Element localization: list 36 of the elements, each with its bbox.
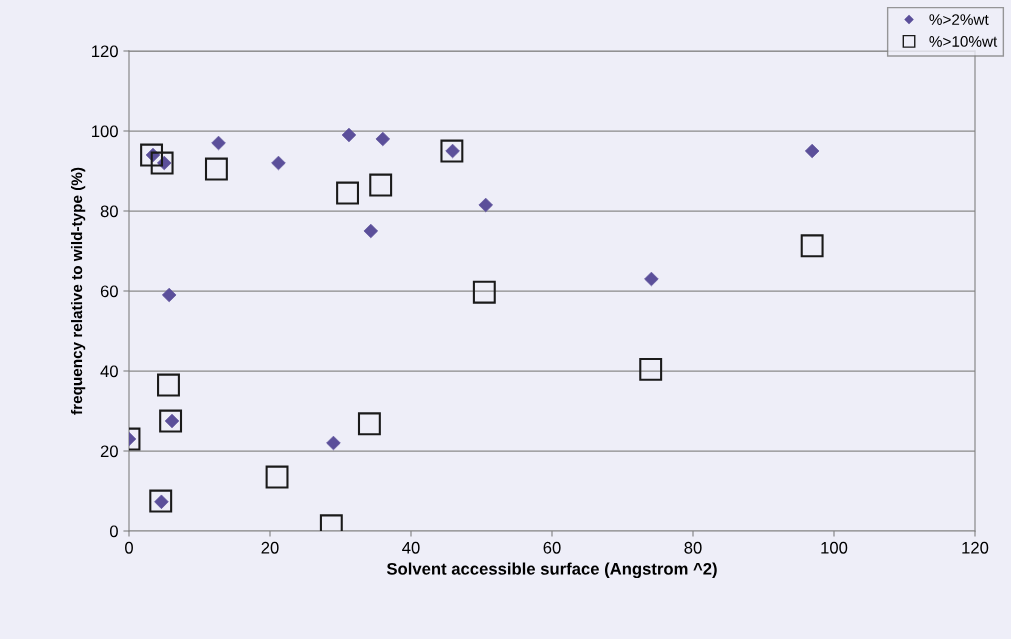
- point: [204, 157, 228, 181]
- x-tick-label: 120: [962, 541, 989, 554]
- point: [326, 435, 341, 451]
- point: [639, 357, 663, 381]
- point: [161, 287, 177, 303]
- point: [375, 131, 391, 147]
- x-tick-label: 80: [684, 541, 702, 554]
- x-tick-label: 100: [821, 541, 848, 554]
- point: [336, 181, 360, 205]
- x-tick-label: 0: [125, 541, 133, 554]
- y-tick-label: 120: [92, 45, 118, 58]
- point: [369, 173, 393, 197]
- legend-label: %>2%wt: [929, 14, 989, 25]
- point: [265, 465, 289, 489]
- point: [150, 151, 174, 175]
- point: [140, 143, 164, 167]
- x-tick-label: 40: [402, 541, 420, 554]
- y-tick-label: 40: [100, 365, 118, 378]
- point: [472, 280, 496, 304]
- y-axis-title: frequency relative to wild-type (%): [70, 167, 86, 415]
- y-tick-label: 60: [100, 285, 118, 298]
- x-tick-label: 60: [543, 541, 561, 554]
- point: [157, 373, 180, 397]
- y-tick-label: 100: [92, 125, 118, 138]
- y-tick-label: 80: [100, 205, 118, 218]
- y-tick-label: 0: [109, 525, 118, 538]
- x-tick-label: 20: [261, 541, 279, 554]
- point: [159, 409, 183, 433]
- point: [363, 223, 379, 239]
- x-axis-title: Solvent accessible surface (Angstrom ^2): [386, 562, 717, 579]
- point: [149, 489, 173, 513]
- y-tick-label: 20: [100, 445, 118, 458]
- point: [440, 139, 464, 163]
- point: [357, 412, 381, 436]
- legend-label: %>10%wt: [929, 36, 998, 47]
- point: [800, 234, 824, 258]
